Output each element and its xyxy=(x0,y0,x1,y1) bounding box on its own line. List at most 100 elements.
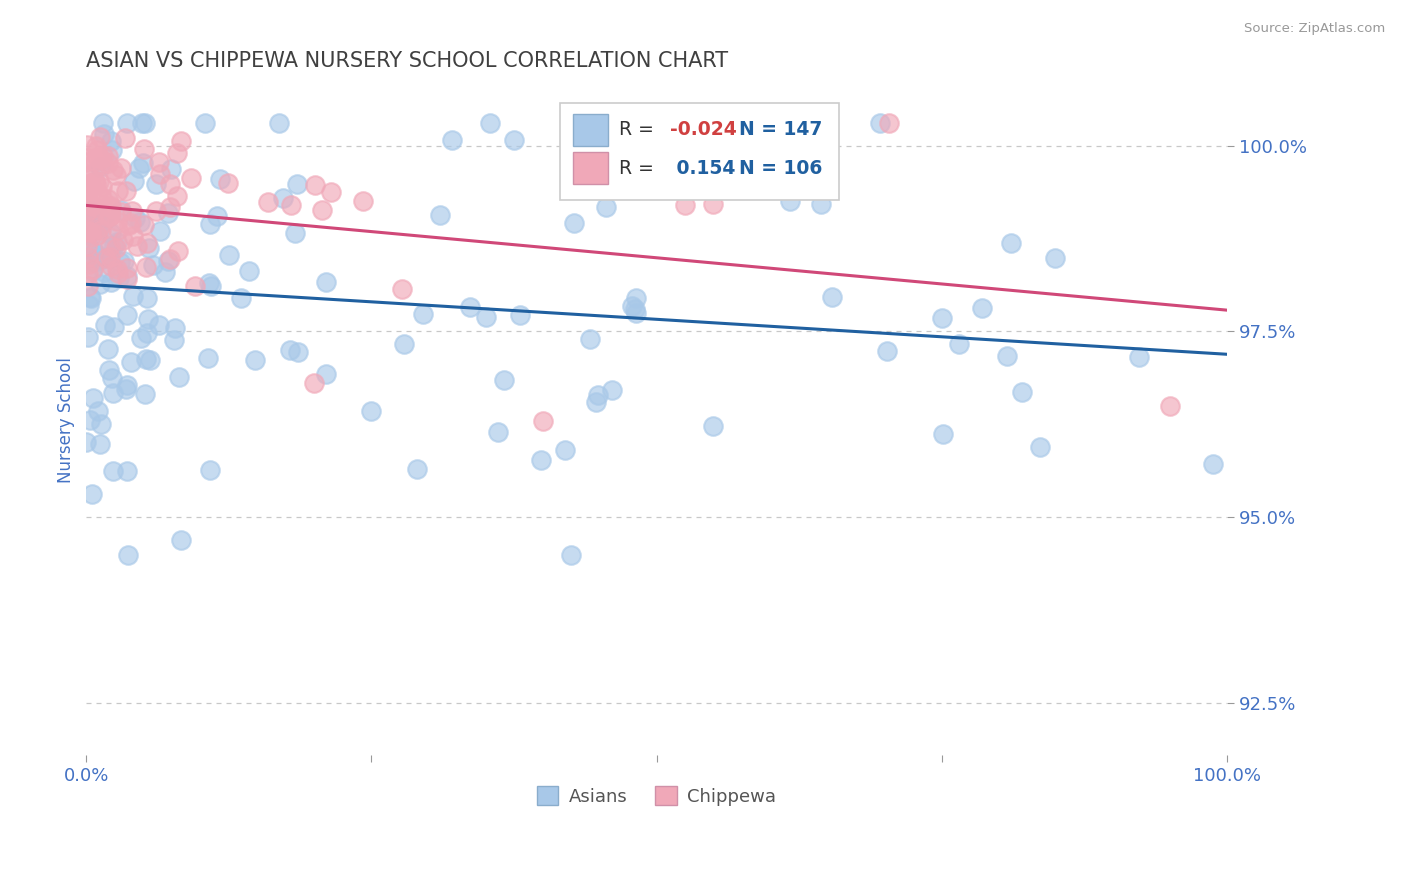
Point xyxy=(502,133,524,147)
Point xyxy=(89,161,111,175)
Point xyxy=(145,204,167,219)
Point xyxy=(166,146,188,161)
Point xyxy=(315,275,337,289)
Point xyxy=(76,278,98,293)
Text: -0.024: -0.024 xyxy=(671,120,737,139)
Point xyxy=(624,301,647,316)
Point xyxy=(948,336,970,351)
Point xyxy=(93,265,115,279)
Point xyxy=(122,174,145,188)
Point xyxy=(114,382,136,396)
Point xyxy=(76,330,98,344)
Point xyxy=(531,413,554,427)
Point xyxy=(509,308,531,322)
Point xyxy=(86,177,108,191)
Point xyxy=(96,244,118,258)
Point xyxy=(205,209,228,223)
Point xyxy=(110,204,132,219)
Point xyxy=(91,116,114,130)
Point xyxy=(280,197,302,211)
Point xyxy=(79,176,101,190)
Bar xyxy=(560,103,839,200)
Point xyxy=(115,116,138,130)
Point xyxy=(86,150,108,164)
Point xyxy=(269,116,291,130)
Point xyxy=(170,533,193,547)
Point xyxy=(100,259,122,273)
Point xyxy=(107,184,129,198)
Point xyxy=(458,300,481,314)
Point xyxy=(117,464,139,478)
Point xyxy=(159,200,181,214)
Point xyxy=(198,276,221,290)
Point xyxy=(997,349,1019,363)
Point xyxy=(75,206,97,220)
Point xyxy=(128,161,150,175)
Point xyxy=(97,363,120,377)
Point xyxy=(479,116,502,130)
Point xyxy=(80,204,103,219)
Point xyxy=(284,227,307,241)
Point xyxy=(586,388,609,402)
Point xyxy=(97,149,120,163)
Point xyxy=(90,417,112,432)
Point xyxy=(877,115,900,129)
Point xyxy=(97,342,120,356)
Point xyxy=(76,154,98,169)
Point xyxy=(97,199,120,213)
Point xyxy=(97,155,120,169)
Point xyxy=(93,214,115,228)
Point xyxy=(86,143,108,157)
Point xyxy=(304,376,326,391)
Point xyxy=(217,176,239,190)
Point xyxy=(89,277,111,292)
Point xyxy=(132,218,155,232)
Point xyxy=(76,193,98,207)
Point xyxy=(1202,458,1225,472)
Point xyxy=(595,200,617,214)
Point xyxy=(136,326,159,340)
Point xyxy=(287,344,309,359)
Text: R =: R = xyxy=(619,120,659,139)
Point xyxy=(86,208,108,222)
Point xyxy=(115,184,138,198)
Point xyxy=(115,308,138,322)
Point xyxy=(148,155,170,169)
Point xyxy=(103,162,125,177)
Point xyxy=(238,264,260,278)
Point xyxy=(530,452,553,467)
Point xyxy=(104,241,127,255)
Point xyxy=(86,248,108,262)
Point xyxy=(76,213,98,227)
Point xyxy=(931,311,953,326)
Point xyxy=(107,223,129,237)
Point xyxy=(96,251,118,265)
Point xyxy=(89,436,111,450)
Text: R =: R = xyxy=(619,159,659,178)
Point xyxy=(779,194,801,208)
Point xyxy=(810,196,832,211)
Point xyxy=(83,174,105,188)
Point xyxy=(107,267,129,281)
Point xyxy=(1128,350,1150,364)
Point xyxy=(112,253,135,268)
Point xyxy=(89,252,111,266)
Point xyxy=(156,254,179,268)
Point xyxy=(90,223,112,237)
Point xyxy=(440,133,463,147)
Point xyxy=(103,464,125,478)
Point xyxy=(115,268,138,283)
Point xyxy=(138,241,160,255)
Point xyxy=(90,215,112,229)
Point xyxy=(87,226,110,240)
Point xyxy=(166,244,188,258)
Point xyxy=(108,255,131,269)
Point xyxy=(82,262,104,277)
Point xyxy=(131,116,153,130)
Point xyxy=(110,161,132,176)
Point xyxy=(243,353,266,368)
Point xyxy=(110,203,132,218)
Point xyxy=(77,227,100,241)
Point xyxy=(76,137,98,152)
Point xyxy=(114,131,136,145)
